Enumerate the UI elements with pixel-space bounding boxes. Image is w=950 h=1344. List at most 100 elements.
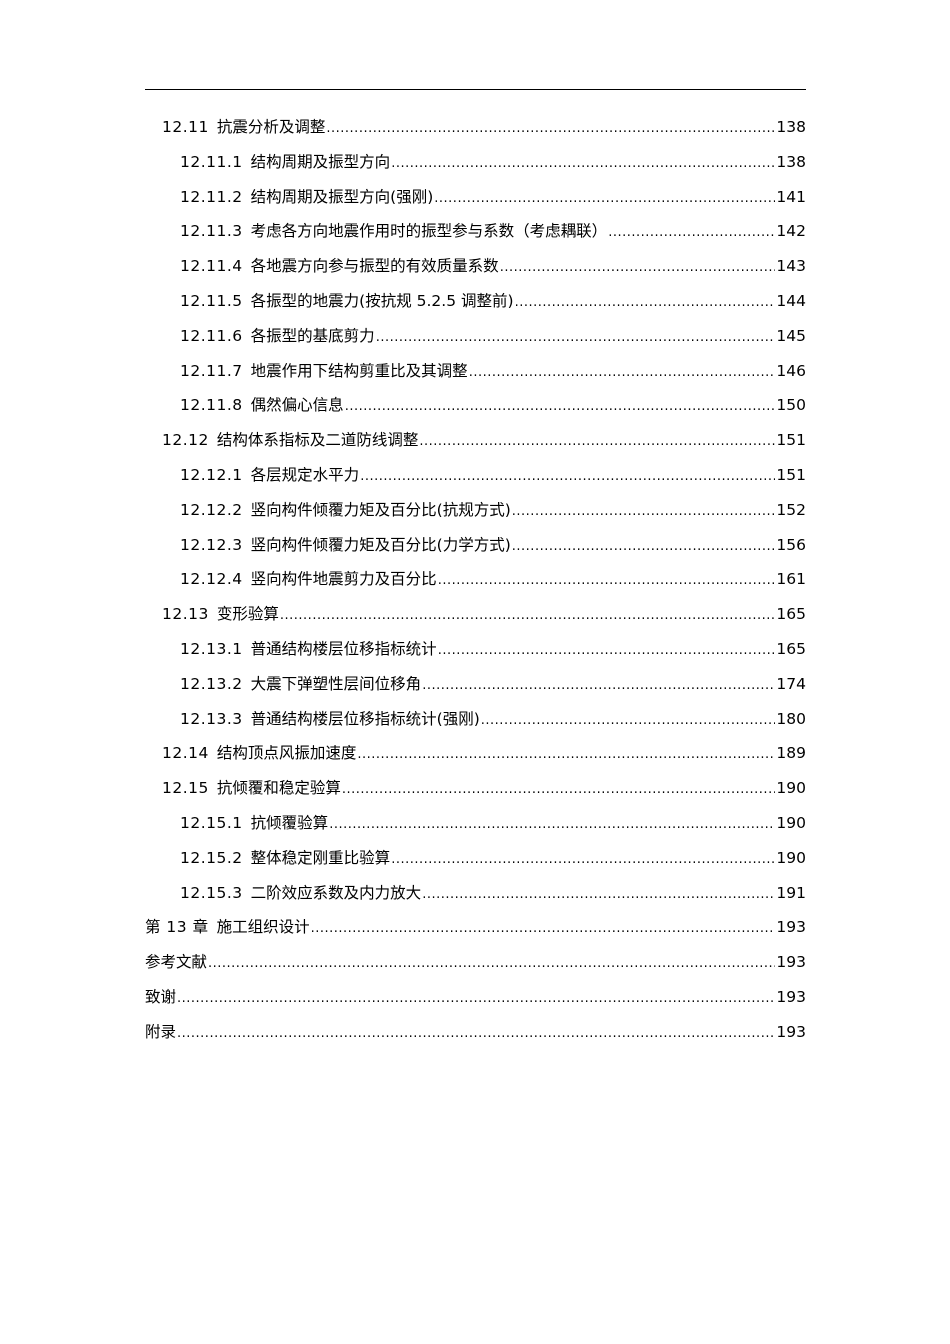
dot-leader xyxy=(515,290,776,314)
table-of-contents: 12.11抗震分析及调整13812.11.1结构周期及振型方向13812.11.… xyxy=(145,116,806,1056)
toc-entry-page: 165 xyxy=(776,605,806,624)
dot-leader xyxy=(422,882,775,906)
toc-entry-number: 12.13.3 xyxy=(180,709,243,728)
dot-leader xyxy=(391,847,775,871)
toc-entry[interactable]: 12.11.7 地震作用下结构剪重比及其调整 146 xyxy=(145,360,806,395)
toc-entry-title: 普通结构楼层位移指标统计(强刚) xyxy=(250,709,480,728)
toc-entry[interactable]: 致谢 193 xyxy=(145,986,806,1021)
toc-entry-page: 151 xyxy=(776,431,806,450)
toc-entry-title: 竖向构件地震剪力及百分比 xyxy=(250,570,437,589)
header-rule xyxy=(145,89,806,90)
toc-entry-number: 12.13.1 xyxy=(180,639,243,658)
dot-leader xyxy=(422,673,775,697)
toc-entry[interactable]: 12.11.1 结构周期及振型方向 138 xyxy=(145,151,806,186)
toc-entry-number: 12.11.3 xyxy=(180,222,243,241)
toc-entry[interactable]: 12.15.2 整体稳定刚重比验算 190 xyxy=(145,847,806,882)
toc-entry[interactable]: 12.13.1 普通结构楼层位移指标统计 165 xyxy=(145,638,806,673)
toc-entry-page: 138 xyxy=(776,152,806,171)
dot-leader xyxy=(500,255,776,279)
toc-entry[interactable]: 12.11.8 偶然偏心信息 150 xyxy=(145,394,806,429)
toc-entry[interactable]: 12.11.6 各振型的基底剪力 145 xyxy=(145,325,806,360)
toc-entry-title: 各层规定水平力 xyxy=(250,465,360,484)
toc-entry-number: 12.11.4 xyxy=(180,257,243,276)
toc-entry[interactable]: 12.11.2 结构周期及振型方向(强刚) 141 xyxy=(145,186,806,221)
toc-entry-title: 竖向构件倾覆力矩及百分比(抗规方式) xyxy=(250,500,511,519)
toc-entry-title: 抗倾覆和稳定验算 xyxy=(216,779,341,798)
toc-entry[interactable]: 12.12 结构体系指标及二道防线调整 151 xyxy=(145,429,806,464)
toc-entry-title: 地震作用下结构剪重比及其调整 xyxy=(250,361,468,380)
toc-entry-title: 各地震方向参与振型的有效质量系数 xyxy=(250,257,499,276)
toc-entry-page: 138 xyxy=(776,118,806,136)
toc-entry[interactable]: 12.14 结构顶点风振加速度 189 xyxy=(145,742,806,777)
dot-leader xyxy=(329,812,775,836)
toc-entry-page: 174 xyxy=(776,674,806,693)
toc-entry[interactable]: 12.12.3 竖向构件倾覆力矩及百分比(力学方式) 156 xyxy=(145,534,806,569)
toc-entry[interactable]: 附录 193 xyxy=(145,1021,806,1056)
dot-leader xyxy=(419,429,775,453)
toc-entry-number: 12.15 xyxy=(162,779,209,798)
dot-leader xyxy=(376,325,776,349)
toc-entry-title: 结构体系指标及二道防线调整 xyxy=(216,431,419,450)
toc-entry-page: 151 xyxy=(776,465,806,484)
toc-entry-number: 12.15.2 xyxy=(180,848,243,867)
dot-leader xyxy=(177,1021,775,1045)
toc-entry-number: 12.14 xyxy=(162,744,209,763)
toc-entry-number: 12.12.3 xyxy=(180,535,243,554)
toc-entry-title: 参考文献 xyxy=(145,953,208,972)
toc-entry-number: 12.11.7 xyxy=(180,361,243,380)
toc-entry-title: 结构周期及振型方向 xyxy=(250,152,391,171)
toc-entry-page: 142 xyxy=(776,222,806,241)
toc-entry[interactable]: 12.13.3 普通结构楼层位移指标统计(强刚) 180 xyxy=(145,708,806,743)
toc-entry-page: 191 xyxy=(776,883,806,902)
toc-entry-title: 考虑各方向地震作用时的振型参与系数（考虑耦联） xyxy=(250,222,608,241)
toc-entry-title: 结构周期及振型方向(强刚) xyxy=(250,187,434,206)
dot-leader xyxy=(481,708,776,732)
toc-entry[interactable]: 12.12.2 竖向构件倾覆力矩及百分比(抗规方式) 152 xyxy=(145,499,806,534)
toc-entry[interactable]: 参考文献 193 xyxy=(145,951,806,986)
toc-entry-title: 变形验算 xyxy=(216,605,279,624)
toc-entry[interactable]: 12.15.3 二阶效应系数及内力放大 191 xyxy=(145,882,806,917)
toc-entry[interactable]: 12.13 变形验算 165 xyxy=(145,603,806,638)
toc-entry-number: 12.11.5 xyxy=(180,291,243,310)
dot-leader xyxy=(391,151,775,175)
dot-leader xyxy=(280,603,776,627)
toc-entry[interactable]: 12.13.2 大震下弹塑性层间位移角 174 xyxy=(145,673,806,708)
toc-entry-page: 146 xyxy=(776,361,806,380)
dot-leader xyxy=(177,986,775,1010)
dot-leader xyxy=(512,534,776,558)
toc-entry-page: 190 xyxy=(776,813,806,832)
toc-entry-page: 156 xyxy=(776,535,806,554)
dot-leader xyxy=(326,116,775,140)
toc-entry-page: 165 xyxy=(776,639,806,658)
toc-entry-page: 189 xyxy=(776,744,806,763)
toc-entry-number: 12.12.1 xyxy=(180,465,243,484)
toc-entry[interactable]: 12.11.4 各地震方向参与振型的有效质量系数 143 xyxy=(145,255,806,290)
toc-entry[interactable]: 12.11 抗震分析及调整 138 xyxy=(145,116,806,151)
toc-entry-page: 190 xyxy=(776,848,806,867)
toc-entry[interactable]: 12.15.1 抗倾覆验算 190 xyxy=(145,812,806,847)
dot-leader xyxy=(469,360,776,384)
toc-entry[interactable]: 12.12.1 各层规定水平力 151 xyxy=(145,464,806,499)
dot-leader xyxy=(342,777,776,801)
toc-entry[interactable]: 12.15 抗倾覆和稳定验算 190 xyxy=(145,777,806,812)
toc-entry[interactable]: 12.11.5 各振型的地震力(按抗规 5.2.5 调整前) 144 xyxy=(145,290,806,325)
toc-entry-page: 152 xyxy=(776,500,806,519)
toc-entry-page: 190 xyxy=(776,779,806,798)
toc-entry-number: 12.11.2 xyxy=(180,187,243,206)
toc-entry-page: 145 xyxy=(776,326,806,345)
toc-entry-number: 12.13 xyxy=(162,605,209,624)
toc-entry-number: 12.12.4 xyxy=(180,570,243,589)
toc-entry-page: 193 xyxy=(776,918,806,937)
toc-entry[interactable]: 12.12.4 竖向构件地震剪力及百分比 161 xyxy=(145,568,806,603)
dot-leader xyxy=(512,499,776,523)
toc-entry-title: 普通结构楼层位移指标统计 xyxy=(250,639,437,658)
toc-entry-page: 193 xyxy=(776,1022,806,1041)
toc-entry-title: 抗震分析及调整 xyxy=(216,118,326,136)
toc-entry-title: 致谢 xyxy=(145,987,177,1006)
toc-entry[interactable]: 12.11.3 考虑各方向地震作用时的振型参与系数（考虑耦联） 142 xyxy=(145,220,806,255)
toc-entry-title: 结构顶点风振加速度 xyxy=(216,744,357,763)
dot-leader xyxy=(438,568,776,592)
dot-leader xyxy=(311,916,776,940)
toc-entry-page: 141 xyxy=(776,187,806,206)
